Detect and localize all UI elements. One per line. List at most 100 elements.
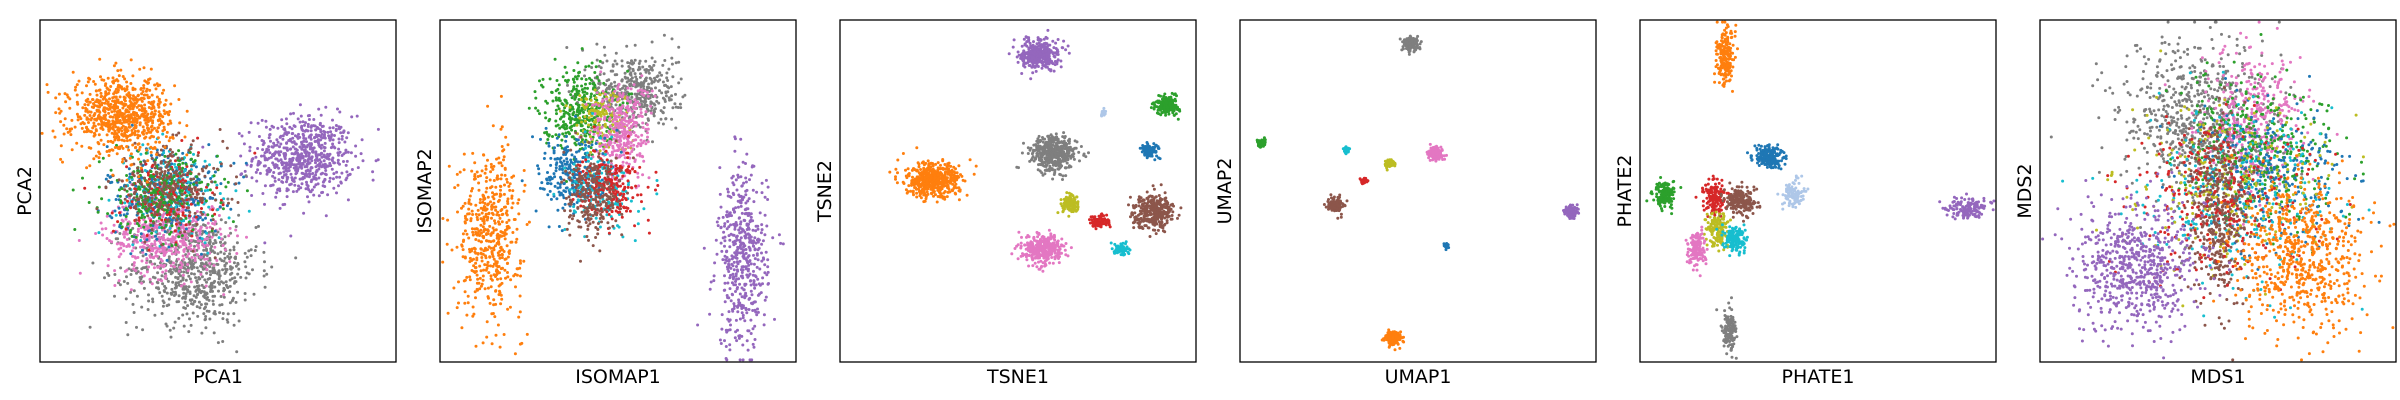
scatter-point bbox=[729, 299, 733, 303]
scatter-point bbox=[474, 212, 478, 216]
scatter-point bbox=[211, 214, 214, 218]
scatter-point bbox=[111, 140, 115, 144]
scatter-point bbox=[125, 87, 129, 91]
scatter-point bbox=[71, 188, 75, 192]
scatter-point bbox=[170, 244, 174, 248]
scatter-point bbox=[314, 128, 318, 132]
scatter-point bbox=[222, 252, 226, 256]
scatter-point bbox=[157, 110, 161, 114]
scatter-point bbox=[181, 239, 184, 243]
scatter-point bbox=[326, 156, 330, 160]
scatter-point bbox=[136, 230, 140, 233]
scatter-point bbox=[760, 181, 764, 185]
scatter-point bbox=[505, 213, 509, 217]
scatter-point bbox=[345, 136, 349, 140]
scatter-point bbox=[494, 333, 498, 337]
scatter-point bbox=[453, 186, 457, 190]
scatter-point bbox=[156, 219, 160, 223]
scatter-point bbox=[105, 133, 109, 137]
scatter-point bbox=[654, 86, 657, 90]
scatter-point bbox=[344, 163, 348, 167]
scatter-point bbox=[158, 232, 162, 236]
scatter-point bbox=[122, 249, 126, 253]
scatter-point bbox=[133, 131, 137, 135]
scatter-point bbox=[753, 257, 757, 261]
scatter-point bbox=[81, 176, 84, 180]
scatter-point bbox=[723, 339, 726, 343]
scatter-point bbox=[201, 212, 204, 216]
scatter-point bbox=[758, 211, 762, 215]
scatter-point bbox=[748, 272, 752, 276]
scatter-point bbox=[340, 137, 344, 141]
scatter-point bbox=[133, 116, 137, 120]
scatter-point bbox=[120, 179, 124, 183]
scatter-point bbox=[205, 247, 208, 251]
scatter-point bbox=[158, 172, 162, 176]
scatter-point bbox=[161, 129, 165, 133]
scatter-point bbox=[186, 263, 190, 266]
scatter-point bbox=[125, 238, 129, 241]
scatter-point bbox=[206, 171, 210, 175]
scatter-point bbox=[224, 221, 228, 224]
scatter-point bbox=[734, 274, 738, 278]
scatter-point bbox=[280, 163, 284, 167]
scatter-point bbox=[166, 122, 170, 126]
scatter-point bbox=[305, 173, 309, 177]
scatter-point bbox=[129, 152, 133, 156]
scatter-point bbox=[262, 141, 266, 145]
scatter-point bbox=[160, 91, 164, 95]
scatter-point bbox=[98, 103, 102, 107]
scatter-point bbox=[337, 125, 341, 129]
scatter-point bbox=[131, 254, 135, 258]
scatter-point bbox=[143, 191, 147, 195]
scatter-point bbox=[501, 212, 505, 216]
scatter-point bbox=[204, 326, 208, 330]
scatter-point bbox=[158, 140, 161, 144]
scatter-point bbox=[94, 129, 98, 133]
scatter-point bbox=[193, 244, 196, 248]
scatter-point bbox=[314, 161, 317, 165]
scatter-point bbox=[291, 145, 295, 149]
scatter-point bbox=[123, 197, 127, 201]
scatter-point bbox=[484, 268, 488, 272]
scatter-point bbox=[496, 277, 499, 281]
scatter-point bbox=[289, 161, 293, 165]
scatter-point bbox=[727, 262, 731, 266]
scatter-point bbox=[625, 44, 629, 48]
scatter-point bbox=[202, 290, 206, 294]
scatter-point bbox=[671, 75, 675, 79]
scatter-point bbox=[193, 256, 197, 260]
scatter-point bbox=[198, 216, 202, 220]
scatter-point bbox=[132, 174, 136, 178]
scatter-point bbox=[154, 251, 158, 255]
scatter-point bbox=[335, 191, 338, 195]
scatter-point bbox=[317, 138, 321, 142]
scatter-point bbox=[106, 212, 110, 216]
scatter-point bbox=[264, 119, 268, 123]
scatter-point bbox=[164, 242, 168, 245]
scatter-point bbox=[482, 222, 486, 225]
scatter-point bbox=[170, 287, 174, 291]
scatter-point bbox=[142, 286, 146, 290]
scatter-point bbox=[189, 323, 193, 327]
scatter-point bbox=[175, 218, 179, 222]
scatter-point bbox=[465, 275, 469, 279]
scatter-point bbox=[285, 141, 288, 145]
scatter-point bbox=[120, 144, 124, 148]
scatter-point bbox=[106, 179, 110, 183]
scatter-point bbox=[517, 198, 521, 202]
scatter-point bbox=[736, 286, 739, 289]
scatter-point bbox=[473, 174, 477, 178]
scatter-point bbox=[232, 248, 236, 252]
scatter-point bbox=[730, 254, 734, 258]
scatter-point bbox=[485, 186, 489, 190]
scatter-point bbox=[735, 252, 739, 255]
scatter-point bbox=[97, 113, 101, 117]
scatter-point bbox=[652, 63, 656, 67]
scatter-point bbox=[139, 166, 143, 170]
scatter-point bbox=[744, 306, 748, 310]
scatter-point bbox=[124, 227, 128, 231]
scatter-point bbox=[652, 114, 656, 118]
scatter-point bbox=[97, 156, 101, 160]
scatter-point bbox=[503, 173, 507, 177]
